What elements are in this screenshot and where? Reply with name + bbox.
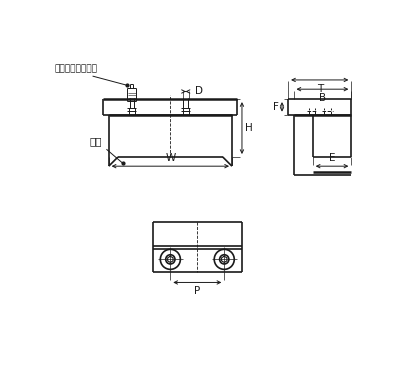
Text: H: H xyxy=(245,123,253,133)
Text: 内六角圆柱头螺栓: 内六角圆柱头螺栓 xyxy=(54,65,97,74)
Text: 主体: 主体 xyxy=(90,136,102,146)
Text: F: F xyxy=(273,102,279,112)
Text: T: T xyxy=(317,84,323,94)
Text: W: W xyxy=(165,153,176,163)
Text: D: D xyxy=(195,86,203,96)
Text: B: B xyxy=(319,93,326,103)
Text: E: E xyxy=(329,153,335,163)
Text: P: P xyxy=(194,286,200,296)
